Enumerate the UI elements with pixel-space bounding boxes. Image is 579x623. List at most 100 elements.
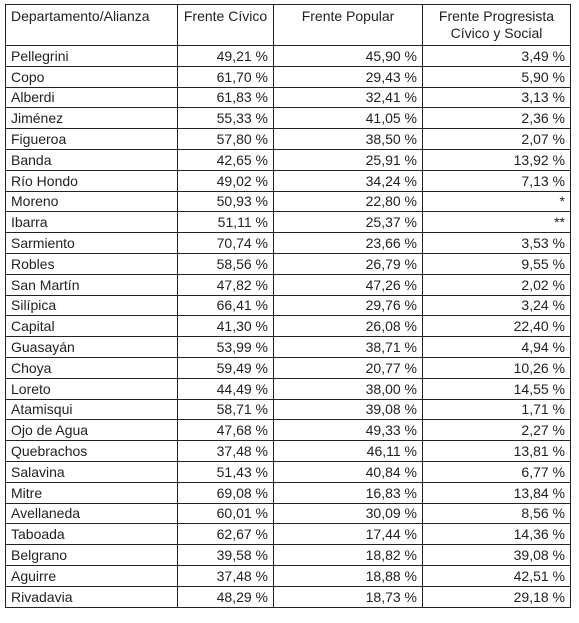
table-row: Atamisqui 58,71 % 39,08 % 1,71 % [5, 398, 571, 421]
frente-civico-cell: 42,65 % [177, 148, 274, 171]
frente-progresista-cell: ** [422, 211, 571, 234]
frente-popular-cell: 41,05 % [273, 107, 423, 130]
table-row: Guasayán 53,99 % 38,71 % 4,94 % [5, 336, 571, 358]
frente-civico-cell: 51,11 % [177, 211, 274, 234]
frente-popular-cell: 38,50 % [273, 128, 423, 150]
frente-progresista-cell: 3,49 % [422, 45, 571, 67]
frente-popular-cell: 23,66 % [273, 232, 423, 254]
departamento-cell: Salavina [5, 460, 178, 483]
frente-civico-cell: 44,49 % [177, 377, 274, 400]
table-row: San Martín 47,82 % 47,26 % 2,02 % [5, 273, 571, 296]
frente-progresista-cell: 1,71 % [422, 398, 571, 421]
frente-progresista-cell: 2,02 % [422, 273, 571, 296]
table-row: Quebrachos 37,48 % 46,11 % 13,81 % [5, 440, 571, 462]
frente-popular-cell: 46,11 % [273, 440, 423, 462]
frente-progresista-cell: 4,94 % [422, 336, 571, 358]
frente-popular-cell: 25,91 % [273, 148, 423, 171]
frente-progresista-cell: 13,92 % [422, 148, 571, 171]
frente-progresista-cell: 8,56 % [422, 502, 571, 525]
frente-civico-cell: 53,99 % [177, 336, 274, 358]
frente-civico-cell: 51,43 % [177, 460, 274, 483]
frente-progresista-cell: 42,51 % [422, 564, 571, 587]
departamento-cell: Taboada [5, 523, 178, 546]
frente-civico-cell: 58,56 % [177, 252, 274, 275]
frente-progresista-cell: * [422, 190, 571, 213]
frente-civico-cell: 37,48 % [177, 440, 274, 462]
frente-popular-cell: 39,08 % [273, 398, 423, 421]
table-row: Mitre 69,08 % 16,83 % 13,84 % [5, 481, 571, 504]
column-header-frente-civico: Frente Cívico [177, 4, 274, 46]
frente-progresista-cell: 13,84 % [422, 481, 571, 504]
frente-popular-cell: 22,80 % [273, 190, 423, 213]
frente-progresista-cell: 2,07 % [422, 128, 571, 150]
table-body: Pellegrini 49,21 % 45,90 % 3,49 % Copo 61,70 … [5, 45, 571, 608]
frente-civico-cell: 48,29 % [177, 585, 274, 608]
departamento-cell: Choya [5, 356, 178, 379]
frente-civico-cell: 49,21 % [177, 45, 274, 67]
frente-progresista-cell: 29,18 % [422, 585, 571, 608]
frente-civico-cell: 55,33 % [177, 107, 274, 130]
table-row: Belgrano 39,58 % 18,82 % 39,08 % [5, 544, 571, 566]
departamento-cell: Copo [5, 65, 178, 88]
frente-popular-cell: 45,90 % [273, 45, 423, 67]
frente-popular-cell: 40,84 % [273, 460, 423, 483]
frente-popular-cell: 30,09 % [273, 502, 423, 525]
frente-progresista-cell: 14,55 % [422, 377, 571, 400]
departamento-cell: San Martín [5, 273, 178, 296]
frente-popular-cell: 32,41 % [273, 86, 423, 109]
frente-popular-cell: 18,88 % [273, 564, 423, 587]
frente-popular-cell: 17,44 % [273, 523, 423, 546]
departamento-cell: Capital [5, 315, 178, 338]
column-header-frente-progresista: Frente Progresista Cívico y Social [422, 4, 571, 46]
frente-civico-cell: 39,58 % [177, 544, 274, 566]
frente-popular-cell: 18,82 % [273, 544, 423, 566]
departamento-cell: Avellaneda [5, 502, 178, 525]
frente-progresista-cell: 10,26 % [422, 356, 571, 379]
frente-popular-cell: 20,77 % [273, 356, 423, 379]
table-row: Jiménez 55,33 % 41,05 % 2,36 % [5, 107, 571, 130]
departamento-cell: Atamisqui [5, 398, 178, 421]
frente-civico-cell: 61,83 % [177, 86, 274, 109]
frente-popular-cell: 25,37 % [273, 211, 423, 234]
frente-progresista-cell: 22,40 % [422, 315, 571, 338]
frente-civico-cell: 50,93 % [177, 190, 274, 213]
frente-civico-cell: 60,01 % [177, 502, 274, 525]
frente-progresista-cell: 9,55 % [422, 252, 571, 275]
table-row: Choya 59,49 % 20,77 % 10,26 % [5, 356, 571, 379]
frente-civico-cell: 47,82 % [177, 273, 274, 296]
frente-progresista-cell: 3,53 % [422, 232, 571, 254]
frente-popular-cell: 49,33 % [273, 419, 423, 442]
frente-civico-cell: 37,48 % [177, 564, 274, 587]
departamento-cell: Mitre [5, 481, 178, 504]
frente-civico-cell: 70,74 % [177, 232, 274, 254]
departamento-cell: Figueroa [5, 128, 178, 150]
frente-civico-cell: 66,41 % [177, 294, 274, 317]
frente-progresista-cell: 6,77 % [422, 460, 571, 483]
frente-progresista-cell: 3,24 % [422, 294, 571, 317]
table-row: Sarmiento 70,74 % 23,66 % 3,53 % [5, 232, 571, 254]
frente-civico-cell: 57,80 % [177, 128, 274, 150]
table-row: Copo 61,70 % 29,43 % 5,90 % [5, 65, 571, 88]
table-row: Banda 42,65 % 25,91 % 13,92 % [5, 148, 571, 171]
table-row: Silípica 66,41 % 29,76 % 3,24 % [5, 294, 571, 317]
frente-progresista-cell: 39,08 % [422, 544, 571, 566]
table-row: Capital 41,30 % 26,08 % 22,40 % [5, 315, 571, 338]
results-table: Departamento/Alianza Frente Cívico Frent… [5, 4, 571, 608]
frente-popular-cell: 38,00 % [273, 377, 423, 400]
frente-progresista-cell: 14,36 % [422, 523, 571, 546]
table-row: Loreto 44,49 % 38,00 % 14,55 % [5, 377, 571, 400]
frente-progresista-cell: 2,27 % [422, 419, 571, 442]
frente-civico-cell: 49,02 % [177, 169, 274, 192]
column-header-departamento: Departamento/Alianza [5, 4, 178, 46]
table-row: Alberdi 61,83 % 32,41 % 3,13 % [5, 86, 571, 109]
frente-popular-cell: 38,71 % [273, 336, 423, 358]
frente-popular-cell: 29,43 % [273, 65, 423, 88]
departamento-cell: Quebrachos [5, 440, 178, 462]
table-row: Figueroa 57,80 % 38,50 % 2,07 % [5, 128, 571, 150]
departamento-cell: Sarmiento [5, 232, 178, 254]
departamento-cell: Aguirre [5, 564, 178, 587]
table-row: Ojo de Agua 47,68 % 49,33 % 2,27 % [5, 419, 571, 442]
departamento-cell: Rivadavia [5, 585, 178, 608]
table-header-row: Departamento/Alianza Frente Cívico Frent… [5, 4, 571, 46]
departamento-cell: Pellegrini [5, 45, 178, 67]
